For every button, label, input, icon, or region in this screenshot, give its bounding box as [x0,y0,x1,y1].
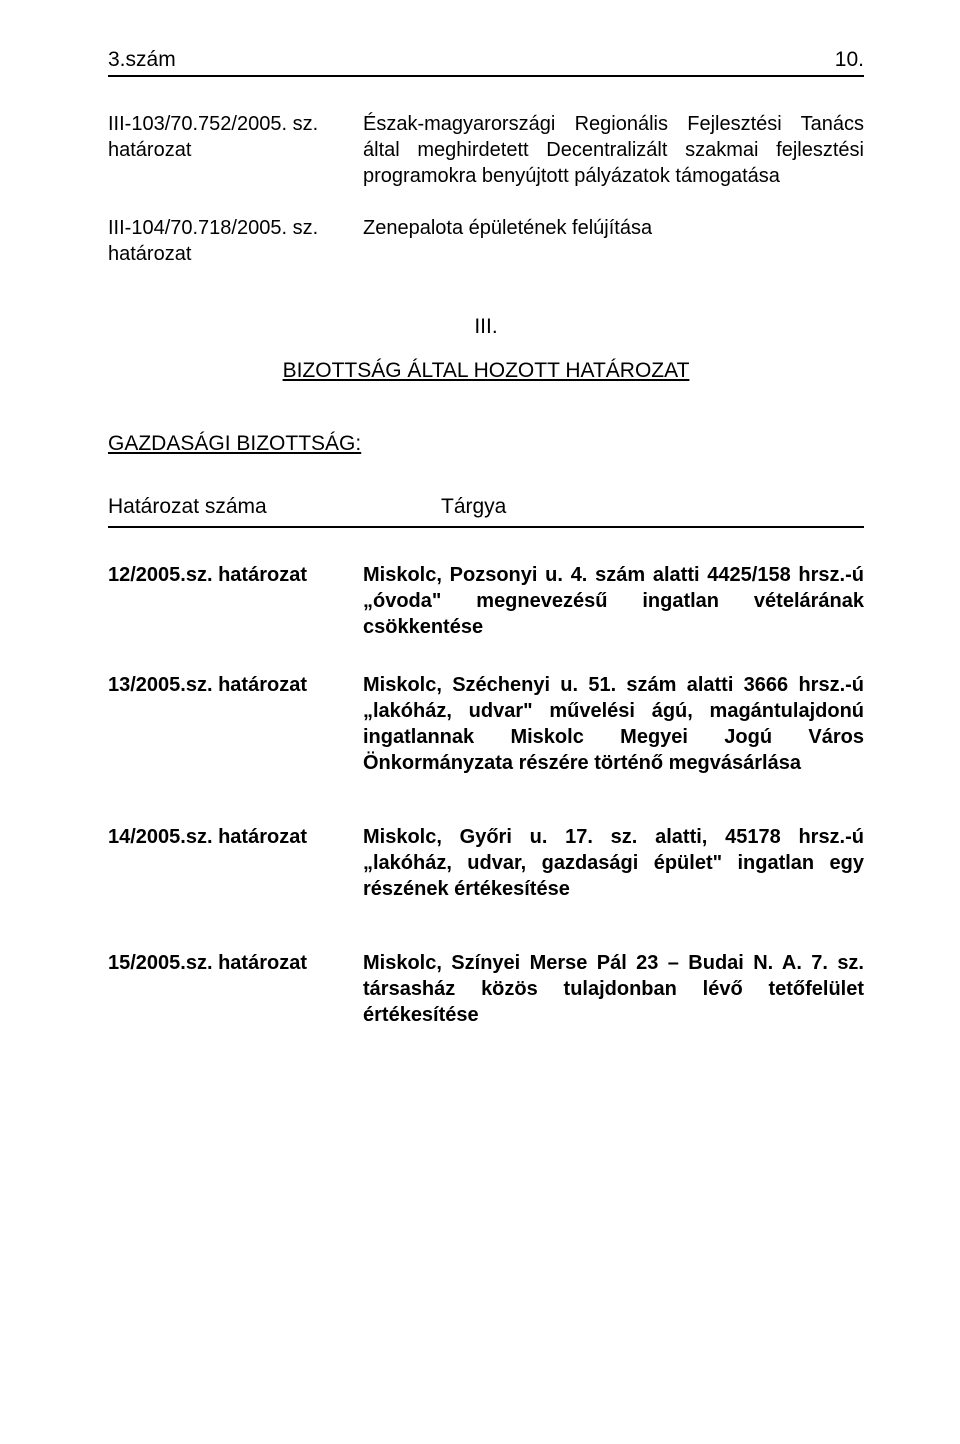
section-number: III. [108,313,864,340]
resolution-id: 12/2005.sz. határozat [108,562,363,588]
resolution-id: 14/2005.sz. határozat [108,824,363,850]
regulation-id: III-104/70.718/2005. sz. határozat [108,215,363,267]
regulation-id: III-103/70.752/2005. sz. határozat [108,111,363,163]
header-right: 10. [835,46,864,73]
regulation-desc: Zenepalota épületének felújítása [363,215,864,241]
regulation-row: III-104/70.718/2005. sz. határozat Zenep… [108,215,864,267]
table-header-left: Határozat száma [108,493,363,520]
resolution-row: 12/2005.sz. határozat Miskolc, Pozsonyi … [108,562,864,640]
header-left: 3.szám [108,46,176,73]
resolution-row: 14/2005.sz. határozat Miskolc, Győri u. … [108,824,864,902]
resolution-id: 13/2005.sz. határozat [108,672,363,698]
section-heading: III. BIZOTTSÁG ÁLTAL HOZOTT HATÁROZAT [108,313,864,384]
table-header-right: Tárgya [363,493,864,520]
resolution-id: 15/2005.sz. határozat [108,950,363,976]
resolution-row: 13/2005.sz. határozat Miskolc, Széchenyi… [108,672,864,776]
regulation-row: III-103/70.752/2005. sz. határozat Észak… [108,111,864,189]
page: 3.szám 10. III-103/70.752/2005. sz. hatá… [0,0,960,1444]
resolution-desc: Miskolc, Színyei Merse Pál 23 – Budai N.… [363,950,864,1028]
resolution-desc: Miskolc, Pozsonyi u. 4. szám alatti 4425… [363,562,864,640]
resolution-row: 15/2005.sz. határozat Miskolc, Színyei M… [108,950,864,1028]
committee-name: GAZDASÁGI BIZOTTSÁG: [108,430,864,457]
page-header: 3.szám 10. [108,46,864,77]
resolution-desc: Miskolc, Győri u. 17. sz. alatti, 45178 … [363,824,864,902]
table-header-row: Határozat száma Tárgya [108,493,864,528]
regulation-desc: Észak-magyarországi Regionális Fejleszté… [363,111,864,189]
section-title: BIZOTTSÁG ÁLTAL HOZOTT HATÁROZAT [108,357,864,384]
resolution-desc: Miskolc, Széchenyi u. 51. szám alatti 36… [363,672,864,776]
